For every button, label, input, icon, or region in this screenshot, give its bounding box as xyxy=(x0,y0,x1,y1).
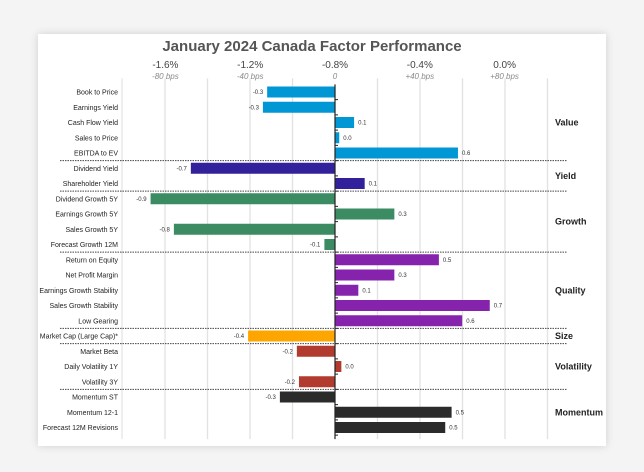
x-tick-sublabel: -40 bps xyxy=(237,72,264,81)
bar xyxy=(335,406,452,418)
group-label: Momentum xyxy=(555,407,603,417)
x-tick-label: -0.4% xyxy=(407,60,433,71)
data-label: 0.1 xyxy=(358,121,367,127)
x-tick-label: -1.2% xyxy=(237,60,263,71)
data-label: -0.7 xyxy=(176,166,187,172)
data-label: 0.5 xyxy=(443,258,452,264)
bar xyxy=(335,208,395,220)
bar xyxy=(267,86,335,98)
x-tick-sublabel: 0 xyxy=(333,72,338,81)
x-tick-label: -1.6% xyxy=(152,60,178,71)
factor-label: Forecast Growth 12M xyxy=(51,242,118,249)
bar xyxy=(335,132,340,144)
data-label: -0.9 xyxy=(136,197,147,203)
group-label: Size xyxy=(555,331,573,341)
data-label: 0.7 xyxy=(494,304,503,310)
bar xyxy=(335,269,395,281)
factor-label: Sales Growth Stability xyxy=(50,303,119,310)
x-tick-sublabel: +40 bps xyxy=(405,72,434,81)
data-label: 0.1 xyxy=(369,182,378,188)
factor-label: Daily Volatility 1Y xyxy=(64,364,118,371)
bar xyxy=(335,300,490,311)
group-label: Quality xyxy=(555,285,586,295)
bar xyxy=(248,330,335,342)
factor-label: Volatility 3Y xyxy=(82,379,119,386)
factor-label: Earnings Growth Stability xyxy=(39,288,118,295)
factor-label: Dividend Growth 5Y xyxy=(56,196,119,203)
data-label: 0.0 xyxy=(345,365,354,371)
bar xyxy=(324,239,335,250)
group-label: Yield xyxy=(555,171,576,181)
data-label: 0.1 xyxy=(362,288,371,294)
data-label: 0.5 xyxy=(456,410,465,416)
factor-label: Forecast 12M Revisions xyxy=(43,425,119,432)
data-label: 0.6 xyxy=(462,151,471,157)
factor-label: Shareholder Yield xyxy=(63,181,118,188)
bar xyxy=(335,147,458,159)
data-label: 0.3 xyxy=(398,212,407,218)
data-label: -0.2 xyxy=(282,349,293,355)
x-tick-label: -0.8% xyxy=(322,60,348,71)
x-tick-sublabel: +80 bps xyxy=(490,72,519,81)
group-label: Volatility xyxy=(555,362,592,372)
bar xyxy=(335,254,439,266)
factor-label: Momentum 12-1 xyxy=(67,410,118,417)
x-tick-label: 0.0% xyxy=(493,60,516,71)
bar xyxy=(335,284,359,296)
bar xyxy=(279,391,335,403)
factor-label: Dividend Yield xyxy=(74,166,118,173)
factor-label: Market Beta xyxy=(80,349,118,356)
factor-label: Market Cap (Large Cap)* xyxy=(40,334,118,341)
data-label: -0.1 xyxy=(310,243,321,249)
factor-label: Earnings Yield xyxy=(73,105,118,112)
data-label: -0.3 xyxy=(266,395,277,401)
factor-label: Sales Growth 5Y xyxy=(65,227,118,234)
factor-label: Return on Equity xyxy=(66,257,119,264)
factor-label: Low Gearing xyxy=(78,318,118,325)
data-label: 0.5 xyxy=(449,426,458,432)
data-label: 0.6 xyxy=(466,319,475,325)
bar xyxy=(335,178,365,189)
bar xyxy=(173,223,335,235)
factor-label: EBITDA to EV xyxy=(74,151,118,158)
bar xyxy=(298,376,335,388)
bar xyxy=(150,193,335,205)
factor-label: Sales to Price xyxy=(75,135,118,142)
factor-label: Book to Price xyxy=(76,90,118,97)
data-label: -0.3 xyxy=(253,90,264,96)
data-label: -0.8 xyxy=(160,227,171,233)
group-label: Growth xyxy=(555,217,587,227)
bar xyxy=(335,361,342,372)
bar xyxy=(335,117,355,128)
bar xyxy=(262,101,335,113)
x-tick-sublabel: -80 bps xyxy=(152,72,179,81)
factor-label: Net Profit Margin xyxy=(65,273,118,280)
chart-title: January 2024 Canada Factor Performance xyxy=(162,38,462,55)
data-label: 0.0 xyxy=(343,136,352,142)
data-label: 0.3 xyxy=(398,273,407,279)
bar xyxy=(335,315,463,327)
data-label: -0.4 xyxy=(234,334,245,340)
factor-label: Momentum ST xyxy=(72,395,119,402)
factor-label: Cash Flow Yield xyxy=(68,120,118,127)
bar xyxy=(335,422,446,433)
bar xyxy=(190,162,335,174)
bar xyxy=(296,345,335,357)
group-label: Value xyxy=(555,118,579,128)
data-label: -0.2 xyxy=(285,380,296,386)
data-label: -0.3 xyxy=(249,105,260,111)
factor-label: Earnings Growth 5Y xyxy=(55,212,118,219)
